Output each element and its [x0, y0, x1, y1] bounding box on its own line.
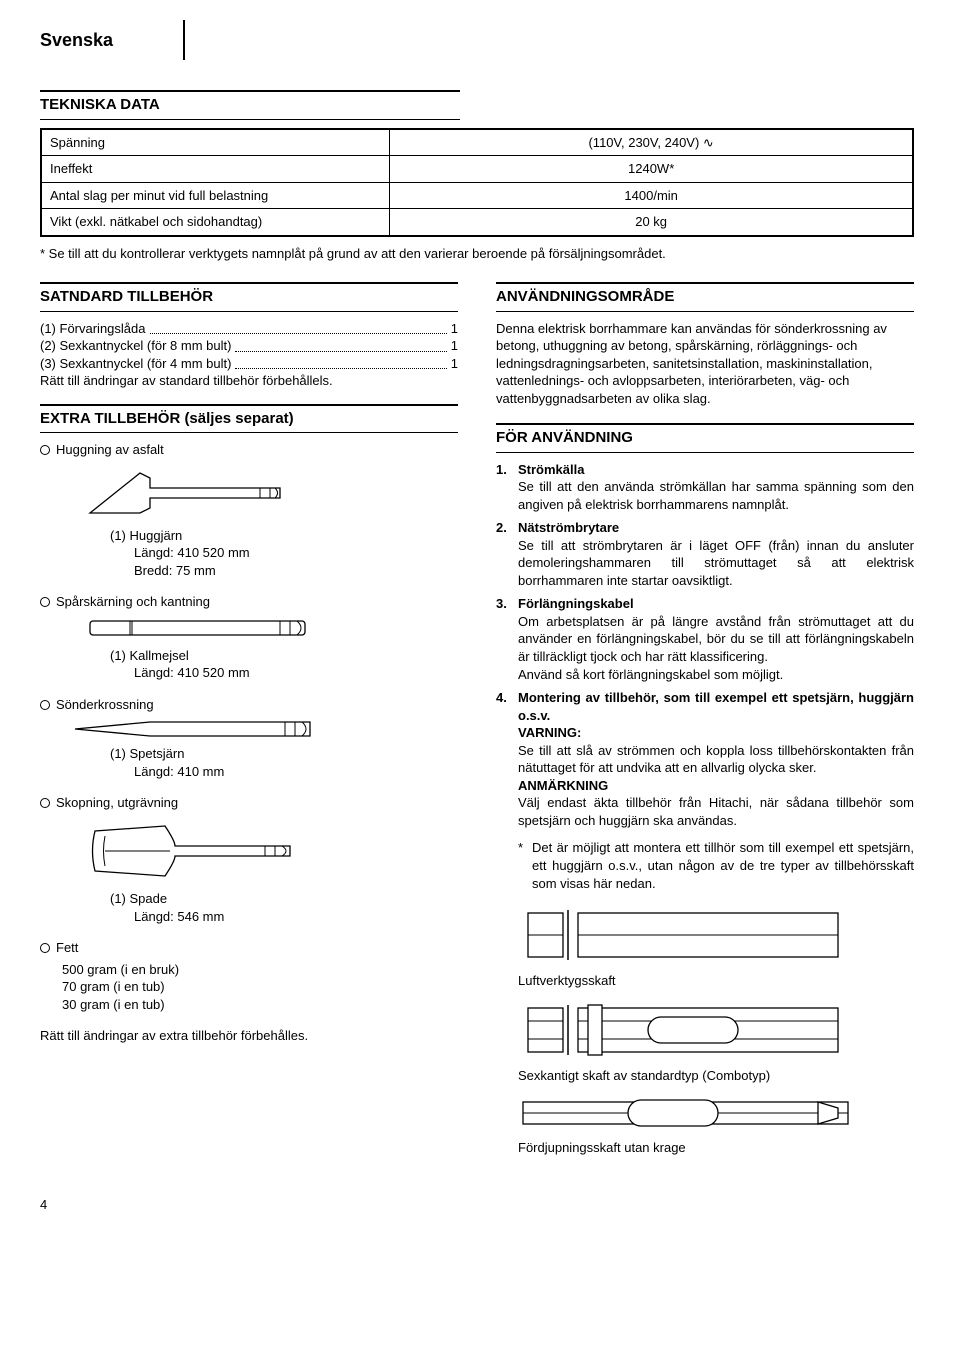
grease-lines: 500 gram (i en bruk) 70 gram (i en tub) …	[62, 961, 458, 1014]
std-accessories-heading: SATNDARD TILLBEHÖR	[40, 282, 458, 311]
scoop-title: Skopning, utgrävning	[40, 794, 458, 812]
groove-caption: (1) Kallmejsel Längd: 410 520 mm	[110, 647, 458, 682]
table-row: Ineffekt1240W*	[41, 156, 913, 183]
star-note: *Det är möjligt att montera ett tillhör …	[518, 839, 914, 892]
recess-shaft-diagram	[518, 1098, 914, 1135]
accessory-row: (2) Sexkantnyckel (för 8 mm bult)1	[40, 337, 458, 355]
asphalt-caption: (1) Huggjärn Längd: 410 520 mm Bredd: 75…	[110, 527, 458, 580]
chisel-diagram	[80, 463, 458, 523]
crush-title: Sönderkrossning	[40, 696, 458, 714]
spec-label: Vikt (exkl. nätkabel och sidohandtag)	[41, 209, 390, 236]
air-tool-shaft-diagram	[518, 908, 914, 968]
before-use-heading: FÖR ANVÄNDNING	[496, 423, 914, 452]
groove-title: Spårskärning och kantning	[40, 593, 458, 611]
std-accessory-note: Rätt till ändringar av standard tillbehö…	[40, 372, 458, 390]
shaft-label-3: Fördjupningsskaft utan krage	[518, 1139, 914, 1157]
table-row: Spänning(110V, 230V, 240V) ∿	[41, 129, 913, 156]
spade-diagram	[80, 816, 458, 886]
list-item: 4.Montering av tillbehör, som till exemp…	[496, 689, 914, 829]
application-body: Denna elektrisk borrhammare kan användas…	[496, 320, 914, 408]
list-item: 1.StrömkällaSe till att den använda strö…	[496, 461, 914, 514]
extra-accessories-heading: EXTRA TILLBEHÖR (säljes separat)	[40, 404, 458, 433]
spec-value: 1400/min	[390, 182, 913, 209]
asphalt-title: Huggning av asfalt	[40, 441, 458, 459]
list-item: 2.NätströmbrytareSe till att strömbrytar…	[496, 519, 914, 589]
scoop-caption: (1) Spade Längd: 546 mm	[110, 890, 458, 925]
page-number: 4	[40, 1196, 914, 1214]
spec-footnote: * Se till att du kontrollerar verktygets…	[40, 245, 914, 263]
language-title: Svenska	[40, 20, 185, 60]
shaft-label-2: Sexkantigt skaft av standardtyp (Comboty…	[518, 1067, 914, 1085]
spec-value: 1240W*	[390, 156, 913, 183]
list-item: 3.FörlängningskabelOm arbetsplatsen är p…	[496, 595, 914, 683]
crush-caption: (1) Spetsjärn Längd: 410 mm	[110, 745, 458, 780]
shaft-label-1: Luftverktygsskaft	[518, 972, 914, 990]
spec-label: Spänning	[41, 129, 390, 156]
hex-shaft-diagram	[518, 1003, 914, 1063]
application-heading: ANVÄNDNINGSOMRÅDE	[496, 282, 914, 311]
spec-section-heading: TEKNISKA DATA	[40, 90, 460, 119]
grease-title: Fett	[40, 939, 458, 957]
bull-point-diagram	[70, 717, 458, 741]
accessory-row: (3) Sexkantnyckel (för 4 mm bult)1	[40, 355, 458, 373]
table-row: Vikt (exkl. nätkabel och sidohandtag)20 …	[41, 209, 913, 236]
cold-chisel-diagram	[80, 615, 458, 643]
extra-accessory-note: Rätt till ändringar av extra tillbehör f…	[40, 1027, 458, 1045]
accessory-row: (1) Förvaringslåda1	[40, 320, 458, 338]
spec-value: (110V, 230V, 240V) ∿	[390, 129, 913, 156]
spec-table: Spänning(110V, 230V, 240V) ∿ Ineffekt124…	[40, 128, 914, 237]
spec-label: Ineffekt	[41, 156, 390, 183]
spec-label: Antal slag per minut vid full belastning	[41, 182, 390, 209]
table-row: Antal slag per minut vid full belastning…	[41, 182, 913, 209]
spec-value: 20 kg	[390, 209, 913, 236]
